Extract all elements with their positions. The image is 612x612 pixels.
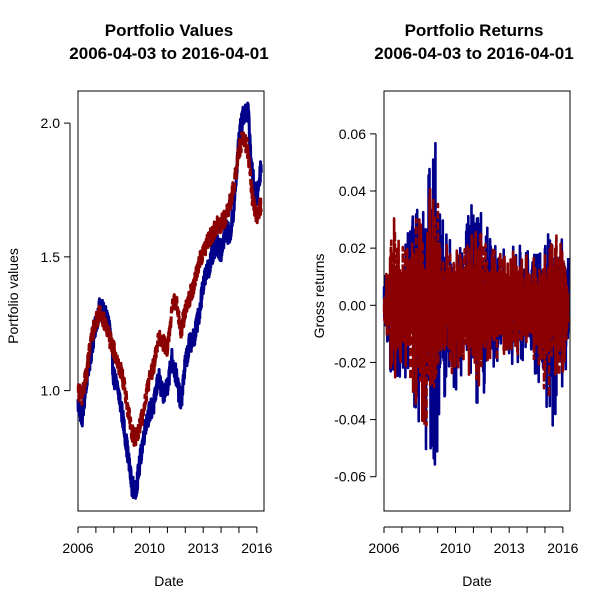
series-line — [76, 101, 263, 500]
x-axis: 2006 2010 2013 2016 — [62, 526, 273, 556]
x-axis: 2006 2010 2013 2016 — [368, 526, 579, 556]
x-tick-label: 2010 — [440, 540, 471, 556]
series-line — [382, 188, 570, 428]
y-axis: 1.0 1.5 2.0 — [41, 115, 71, 399]
y-axis-label: Portfolio values — [5, 248, 21, 344]
x-axis-label: Date — [462, 573, 492, 589]
series-red — [76, 131, 263, 447]
x-tick-label: 2010 — [134, 540, 165, 556]
y-tick-label: 0.02 — [339, 240, 366, 256]
chart-portfolio-values: Portfolio Values 2006-04-03 to 2016-04-0… — [5, 21, 273, 589]
series-layer — [382, 141, 570, 466]
y-tick-label: 0.04 — [339, 183, 366, 199]
y-tick-label: 1.5 — [41, 249, 61, 265]
chart-title-line-1: Portfolio Returns — [405, 21, 544, 40]
chart-portfolio-returns: Portfolio Returns 2006-04-03 to 2016-04-… — [311, 21, 579, 589]
y-tick-label: -0.02 — [334, 354, 366, 370]
series-layer — [76, 101, 263, 500]
y-tick-label: -0.06 — [334, 469, 366, 485]
y-tick-label: 0.00 — [339, 297, 366, 313]
y-axis: -0.06 -0.04 -0.02 0.00 0.02 0.04 0.06 — [334, 126, 377, 485]
series-line — [76, 131, 263, 447]
y-tick-label: -0.04 — [334, 412, 366, 428]
x-axis-label: Date — [154, 573, 184, 589]
x-tick-label: 2006 — [368, 540, 399, 556]
chart-title-line-2: 2006-04-03 to 2016-04-01 — [374, 44, 573, 63]
x-tick-label: 2016 — [241, 540, 272, 556]
x-tick-label: 2006 — [62, 540, 93, 556]
y-axis-label: Gross returns — [311, 254, 327, 339]
chart-title-line-1: Portfolio Values — [105, 21, 233, 40]
series-blue — [76, 101, 263, 500]
y-tick-label: 0.06 — [339, 126, 366, 142]
x-tick-label: 2016 — [547, 540, 578, 556]
x-tick-label: 2013 — [494, 540, 525, 556]
y-tick-label: 1.0 — [41, 383, 61, 399]
chart-title-line-2: 2006-04-03 to 2016-04-01 — [69, 44, 268, 63]
series-red — [382, 188, 570, 428]
y-tick-label: 2.0 — [41, 115, 61, 131]
x-tick-label: 2013 — [188, 540, 219, 556]
plot-frame — [77, 90, 265, 512]
